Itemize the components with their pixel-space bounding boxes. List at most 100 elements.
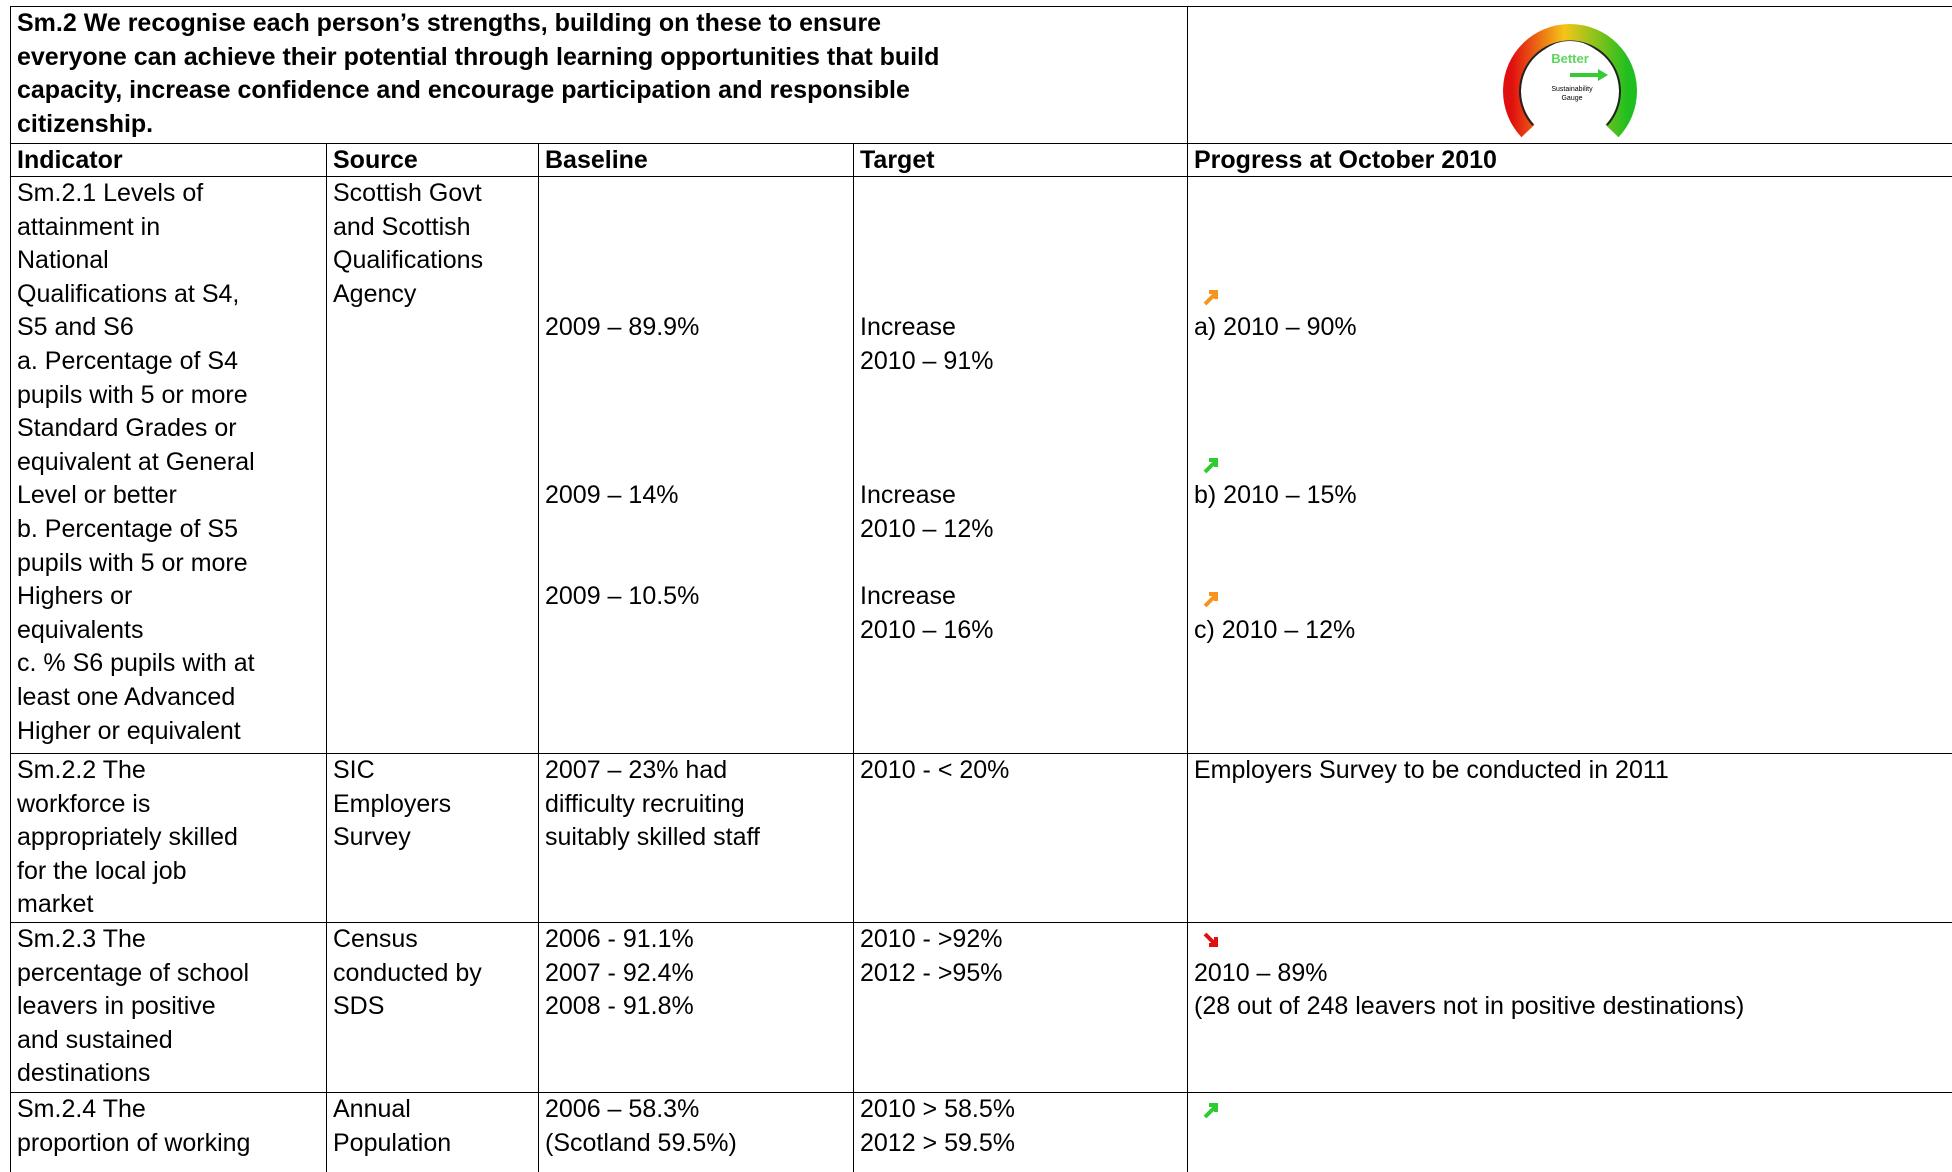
gauge-caption: Gauge (1561, 95, 1582, 102)
cell-line: Survey (333, 823, 411, 852)
cell-line: Increase (860, 481, 956, 510)
header-cell: Target (853, 143, 1187, 176)
cell-line: 2012 - >95% (860, 958, 1003, 987)
cell: 2006 - 91.1% 2007 - 92.4% 2008 - 91.8% (538, 922, 853, 1092)
cell-line: 2006 - 91.1% (545, 925, 694, 953)
header: Indicator (17, 146, 123, 174)
cell-line: (Scotland 59.5%) (545, 1128, 737, 1157)
cell: 2009 – 89.9% 2009 – 14% 2009 – 10.5% (538, 176, 853, 753)
cell: 2010 – 89% (28 out of 248 leavers not in … (1187, 922, 1952, 1092)
cell: SIC Employers Survey (326, 753, 538, 922)
cell-line: Sm.2.1 Levels of (17, 179, 204, 207)
cell-line: for the local job (17, 856, 187, 885)
cell-line: everyone can achieve their potential thr… (17, 42, 940, 71)
cell-line: equivalent at General (17, 447, 255, 476)
cell-line: Employers (333, 789, 452, 818)
cell-line: Increase (860, 313, 956, 342)
cell-line: 2010 > 58.5% (860, 1095, 1015, 1123)
gauge-cell: Better Sustainability Gauge (1187, 6, 1952, 143)
cell-line: b) 2010 – 15% (1194, 481, 1357, 510)
cell-line: c. % S6 pupils with at (17, 649, 255, 678)
cell-line: 2010 – 91% (860, 347, 994, 375)
cell-line: 2009 – 14% (545, 481, 679, 510)
cell-line: Population (333, 1128, 452, 1157)
cell-line: (28 out of 248 leavers not in positive d… (1194, 992, 1745, 1021)
cell: a) 2010 – 90% b) 2010 – 15% c) 2010 – 12% (1187, 176, 1952, 753)
cell-line: attainment in (17, 212, 161, 241)
cell-line: c) 2010 – 12% (1194, 615, 1356, 644)
cell: Employers Survey to be conducted in 2011 (1187, 753, 1952, 922)
cell-line: workforce is (17, 789, 151, 818)
cell-line: Sm.2 We recognise each person’s strength… (17, 9, 882, 37)
cell (1187, 1092, 1952, 1172)
header-cell: Indicator (10, 143, 326, 176)
cell-line: a. Percentage of S4 (17, 347, 238, 375)
cell: 2007 – 23% had difficulty recruiting suita… (538, 753, 853, 922)
cell-line: and sustained (17, 1025, 173, 1054)
cell: Sm.2.4 The proportion of working (10, 1092, 326, 1172)
cell-line: destinations (17, 1059, 151, 1088)
header-cell: Source (326, 143, 538, 176)
cell-line: 2008 - 91.8% (545, 992, 694, 1021)
cell-line: 2010 - >92% (860, 925, 1003, 953)
cell-line: 2009 – 89.9% (545, 313, 700, 342)
cell-line: 2010 – 89% (1194, 958, 1328, 987)
header: Source (333, 146, 418, 174)
cell-line: 2010 - < 20% (860, 756, 1010, 784)
header-cell: Progress at October 2010 (1187, 143, 1952, 176)
cell-line: leavers in positive (17, 992, 216, 1021)
cell: 2010 - < 20% (853, 753, 1187, 922)
cell-line: Standard Grades or (17, 414, 237, 443)
cell-line: Sm.2.2 The (17, 756, 146, 784)
cell: Sm.2.1 Levels of attainment in National Qua… (10, 176, 326, 753)
cell-line: capacity, increase confidence and encour… (17, 76, 910, 105)
cell-line: 2010 – 16% (860, 615, 994, 644)
cell-line: 2007 – 23% had (545, 756, 728, 784)
cell: Sm.2.3 The percentage of school leavers in… (10, 922, 326, 1092)
arrow-down-red (1203, 932, 1218, 947)
cell-line: Qualifications (333, 246, 484, 275)
cell-line: National (17, 246, 109, 275)
cell-line: percentage of school (17, 958, 250, 987)
cell-line: proportion of working (17, 1128, 251, 1157)
cell-line: Level or better (17, 481, 177, 510)
cell: Sm.2.2 The workforce is appropriately skil… (10, 753, 326, 922)
arrow-up-amber (1203, 290, 1218, 306)
cell-line: 2012 > 59.5% (860, 1128, 1015, 1157)
cell: 2010 > 58.5% 2012 > 59.5% (853, 1092, 1187, 1172)
cell-line: and Scottish (333, 212, 471, 241)
cell: Census conducted by SDS (326, 922, 538, 1092)
cell-line: pupils with 5 or more (17, 380, 248, 409)
cell-line: Highers or (17, 582, 133, 611)
cell-line: market (17, 890, 94, 919)
cell-line: Annual (333, 1095, 411, 1123)
gauge-caption: Sustainability (1551, 86, 1593, 93)
cell-line: Increase (860, 582, 956, 611)
header: Baseline (545, 146, 648, 174)
cell-line: difficulty recruiting (545, 789, 745, 818)
cell-line: Sm.2.3 The (17, 925, 146, 953)
cell-line: Higher or equivalent (17, 716, 241, 745)
cell-line: 2010 – 12% (860, 515, 994, 543)
cell-line: SIC (333, 756, 375, 784)
cell-line: Employers Survey to be conducted in 2011 (1194, 756, 1669, 784)
arrow-up-green (1203, 1103, 1218, 1119)
cell-line: equivalents (17, 615, 144, 644)
cell-line: 2009 – 10.5% (545, 582, 700, 611)
cell-line: pupils with 5 or more (17, 548, 248, 577)
gauge-label: Better (1551, 51, 1589, 66)
cell: 2010 - >92% 2012 - >95% (853, 922, 1187, 1092)
cell-line: S5 and S6 (17, 313, 134, 342)
gauge: Better Sustainability Gauge (1503, 24, 1637, 138)
cell: 2006 – 58.3% (Scotland 59.5%) (538, 1092, 853, 1172)
cell-line: suitably skilled staff (545, 823, 760, 852)
cell-line: Agency (333, 279, 417, 308)
cell-line: 2006 – 58.3% (545, 1095, 700, 1123)
header-cell: Baseline (538, 143, 853, 176)
cell-line: 2007 - 92.4% (545, 958, 694, 987)
cell-line: Census (333, 925, 418, 953)
cell-line: Scottish Govt (333, 179, 482, 207)
title-cell: Sm.2 We recognise each person’s strength… (10, 6, 1187, 143)
cell: Increase 2010 – 91% Increase 2010 – 12% Incr… (853, 176, 1187, 753)
